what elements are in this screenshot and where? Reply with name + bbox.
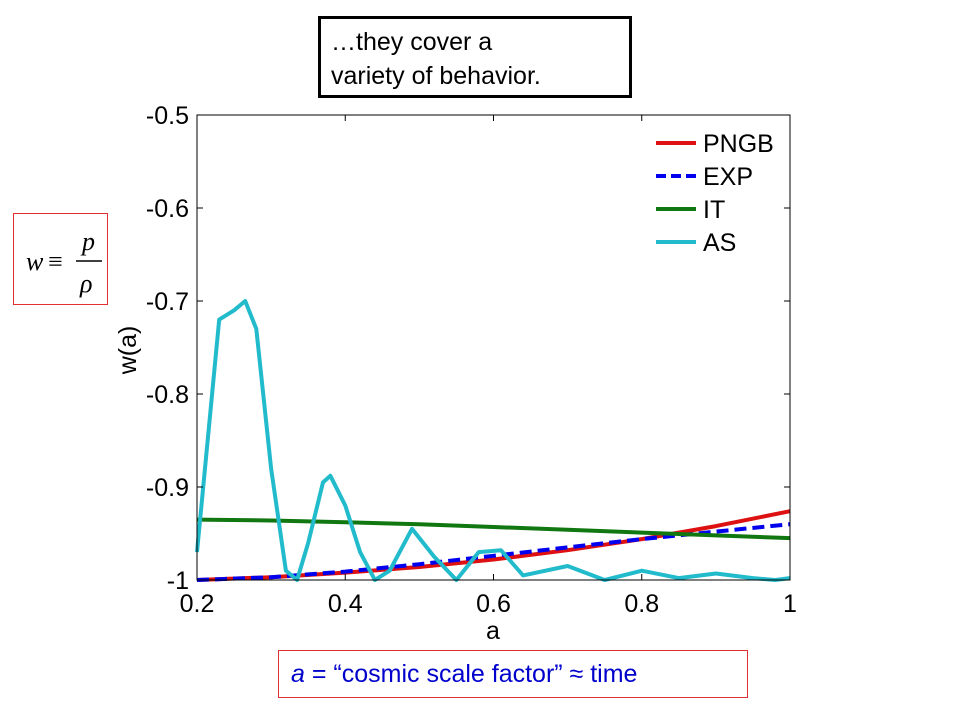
x-axis-label: a <box>486 617 500 645</box>
axis-ticks <box>196 114 791 581</box>
formula-lhs: w <box>26 247 44 276</box>
x-tick-label-0: 0.2 <box>180 590 215 618</box>
legend-label-as: AS <box>703 229 736 257</box>
scale-factor-caption: a = “cosmic scale factor” ≈ time <box>278 650 748 698</box>
formula-numerator: p <box>80 227 95 256</box>
plot-frame <box>196 114 791 581</box>
series-line-it <box>196 517 791 541</box>
legend-label-exp: EXP <box>703 163 753 191</box>
annotation-callout: …they cover a variety of behavior. <box>318 16 632 98</box>
x-tick-label-2: 0.6 <box>476 590 511 618</box>
tick-labels: 0.2 0.4 0.6 0.8 1 -0.5 -0.6 -0.7 -0.8 -0.9 -1 <box>146 102 797 618</box>
y-tick-label-1: -0.6 <box>146 195 189 223</box>
x-tick-label-1: 0.4 <box>328 590 363 618</box>
formula-denominator: ρ <box>79 269 92 298</box>
plot-series-group <box>195 299 791 582</box>
series-line-as <box>195 299 791 582</box>
legend-label-pngb: PNGB <box>703 130 774 158</box>
callout-line-2: variety of behavior. <box>331 62 541 90</box>
y-tick-label-3: -0.8 <box>146 381 189 409</box>
formula-operator: ≡ <box>48 247 63 276</box>
y-tick-label-0: -0.5 <box>146 102 189 130</box>
caption-text: = “cosmic scale factor” ≈ time <box>304 660 638 688</box>
y-tick-label-5: -1 <box>167 567 189 595</box>
y-tick-label-2: -0.7 <box>146 288 189 316</box>
legend-label-it: IT <box>703 196 725 224</box>
x-tick-label-3: 0.8 <box>624 590 659 618</box>
x-tick-label-4: 1 <box>783 590 797 618</box>
formula-svg: w ≡ p ρ <box>26 227 102 298</box>
equation-of-state-formula: w ≡ p ρ <box>13 213 108 305</box>
y-tick-label-4: -0.9 <box>146 474 189 502</box>
legend: PNGB EXP IT AS <box>656 130 774 257</box>
callout-line-1: …they cover a <box>331 28 493 56</box>
y-axis-label: w(a) <box>114 326 142 376</box>
caption-variable: a <box>291 660 305 688</box>
